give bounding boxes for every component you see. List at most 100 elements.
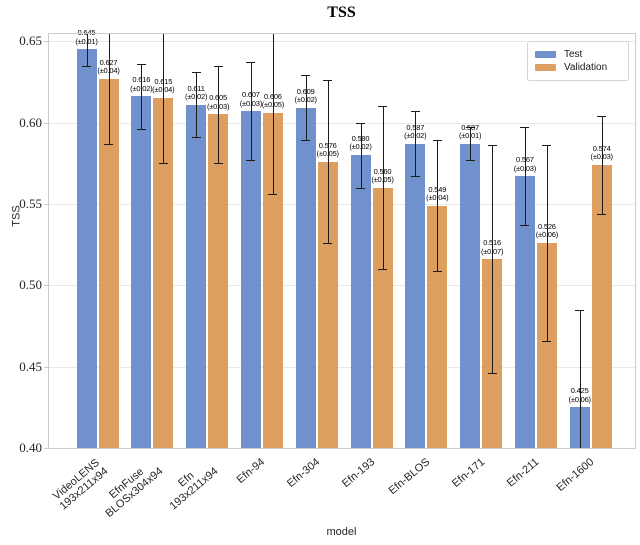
bar-test [405,143,426,448]
error-bar [579,309,581,448]
x-tick-label: Efn-171 [449,456,487,490]
bar-value-label: 0.576 (±0.05) [316,140,340,158]
bar-value-label: 0.567 (±0.03) [513,155,537,173]
error-bar [86,33,88,66]
error-bar [382,106,384,269]
bar-value-label: 0.580 (±0.02) [349,134,372,152]
error-bar-cap-bottom [213,163,223,165]
error-bar-cap-top [246,62,256,64]
axis-spine-top [48,33,636,34]
error-bar-cap-bottom [597,213,607,215]
bar-value-label: 0.574 (±0.03) [590,143,614,162]
x-tick-label: Efn-94 [235,456,268,487]
legend-label: Test [564,49,583,60]
bar-validation [536,242,557,448]
error-bar-cap-bottom [191,137,201,139]
x-tick-label: EfnFuse BLOSx304x94 [103,465,166,521]
error-bar [492,145,494,374]
bar-value-label: 0.611 (±0.02) [184,83,208,101]
bar-value-label: 0.607 (±0.03) [239,90,263,108]
error-bar [327,80,329,243]
error-bar [546,145,548,341]
bar-validation [98,78,119,448]
x-tick-label: Efn-1600 [554,456,597,494]
error-bar-cap-bottom [158,163,168,165]
bar-test [131,96,152,448]
error-bar-cap-bottom [432,270,442,272]
y-tick-label: 0.55 [19,195,42,211]
bar-validation [591,164,612,448]
error-bar-cap-top [213,65,223,67]
bar-validation [372,187,393,448]
bar-value-label: 0.645(±0.01) [75,29,98,46]
bar-test [460,143,481,448]
bar-value-label: 0.587 (±0.01) [458,122,482,141]
error-bar-cap-bottom [410,176,420,178]
bar-validation [317,161,338,448]
bar-test [186,104,207,448]
bar-value-label: 0.606 (±0.05) [261,91,285,110]
error-bar [196,72,198,138]
bar-test [295,107,316,448]
x-tick-label: Efn-304 [285,456,323,490]
plot-area [48,33,635,448]
y-tick-label: 0.40 [19,440,42,455]
bar-validation [427,205,448,448]
error-bar [141,63,143,129]
bar-value-label: 0.560 (±0.05) [371,166,394,184]
error-bar-cap-bottom [465,159,475,161]
error-bar-cap-top [323,80,333,82]
error-bar-cap-bottom [356,187,365,189]
y-tick-label: 0.50 [19,277,42,293]
error-bar-cap-bottom [246,159,256,161]
chart-title: TSS [327,4,356,21]
y-tick-mark [44,285,48,287]
gridline [48,366,635,368]
y-tick-label: 0.45 [19,358,42,374]
legend-swatch-validation [535,64,556,71]
error-bar-cap-top [136,63,146,65]
error-bar [108,33,110,144]
error-bar-cap-top [410,111,420,113]
bar-value-label: 0.627 (±0.04) [97,57,120,75]
gridline [48,203,635,205]
error-bar [437,140,439,271]
error-bar-cap-top [356,122,365,124]
bar-value-label: 0.616 (±0.02) [130,75,153,93]
error-bar-cap-bottom [487,373,497,375]
error-bar-cap-bottom [301,140,311,142]
y-tick-mark [44,122,48,124]
bar-validation [262,112,283,448]
error-bar-cap-top [465,127,475,129]
legend: Test Validation [527,41,629,81]
y-tick-label: 0.65 [19,33,42,49]
gridline [48,41,635,43]
error-bar-cap-top [542,145,552,147]
error-bar-cap-bottom [323,242,333,244]
error-bar-cap-bottom [136,129,146,131]
x-tick-label: Efn-193 [339,456,378,490]
y-tick-mark [44,366,48,368]
bar-test [76,49,97,448]
legend-item-test: Test [535,49,622,60]
y-tick-mark [44,448,48,449]
error-bar-cap-bottom [82,65,91,67]
bar-value-label: 0.425 (±0.06) [568,386,592,404]
error-bar [470,127,472,160]
error-bar [250,62,252,160]
x-tick-label: Efn-BLOS [386,456,433,498]
error-bar [163,33,165,164]
y-tick-label: 0.60 [19,114,42,130]
error-bar-cap-top [575,309,585,311]
error-bar-cap-top [378,106,387,108]
error-bar [415,111,417,177]
x-tick-label: Efn 193x211x94 [167,465,221,513]
error-bar-cap-top [301,75,311,77]
error-bar-cap-top [432,140,442,142]
x-axis-label: model [326,526,357,538]
axis-spine-right [635,33,636,449]
error-bar-cap-bottom [378,268,387,270]
bar-value-label: 0.549 (±0.04) [426,184,449,202]
error-bar [305,75,307,141]
